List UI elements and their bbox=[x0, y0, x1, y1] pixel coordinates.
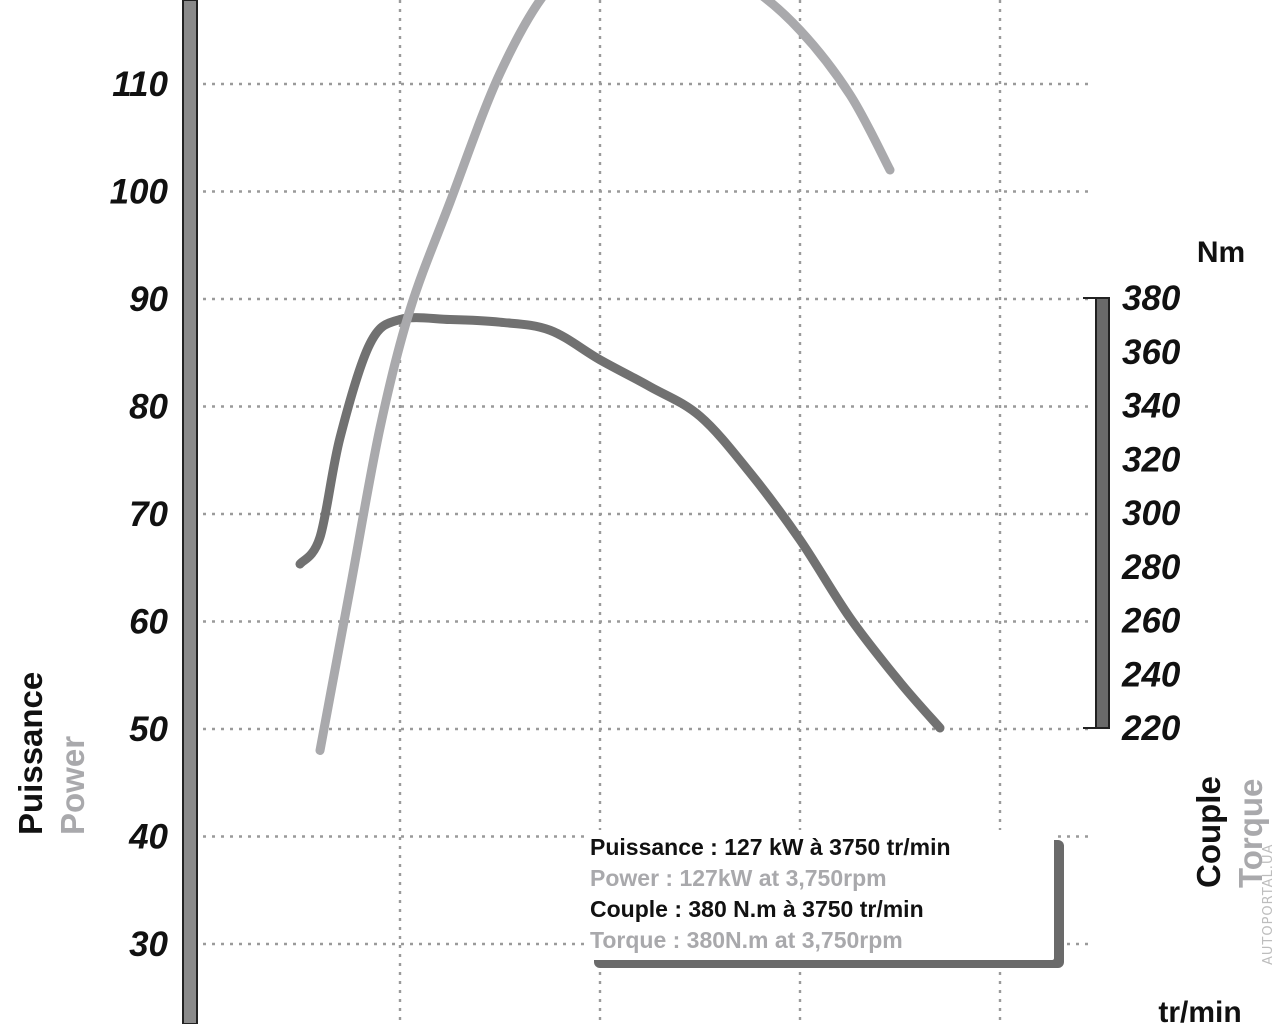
left-tick-label: 110 bbox=[112, 65, 168, 104]
left-tick-label: 30 bbox=[129, 925, 168, 964]
right-axis-title: Couple bbox=[1190, 776, 1227, 888]
torque-curve bbox=[295, 313, 945, 733]
torque-en-label: Torque : 380N.m at 3,750rpm bbox=[590, 927, 903, 953]
right-axis-bar bbox=[1095, 297, 1110, 729]
right-axis: 220 240 260 280 300 320 340 360 380 bbox=[1083, 279, 1181, 748]
x-axis-unit: tr/min bbox=[1158, 996, 1241, 1024]
right-tick-label: 320 bbox=[1122, 440, 1181, 479]
right-axis-unit: Nm bbox=[1197, 236, 1245, 269]
watermark: AUTOPORTAL.UA bbox=[1261, 844, 1276, 965]
right-axis-title-alt: Torque bbox=[1232, 779, 1269, 888]
left-tick-label: 70 bbox=[129, 495, 168, 534]
right-tick-label: 360 bbox=[1122, 333, 1181, 372]
left-axis-bar bbox=[182, 0, 198, 1024]
right-tick-label: 260 bbox=[1121, 602, 1181, 641]
left-tick-label: 100 bbox=[110, 173, 169, 212]
curves bbox=[295, 0, 945, 755]
right-tick-label: 300 bbox=[1122, 494, 1181, 533]
right-tick-label: 240 bbox=[1121, 655, 1181, 694]
left-tick-label: 90 bbox=[129, 280, 168, 319]
left-tick-label: 50 bbox=[129, 710, 168, 749]
power-curve bbox=[315, 0, 895, 755]
torque-fr-label: Couple : 380 N.m à 3750 tr/min bbox=[590, 896, 924, 922]
left-axis-title-alt: Power bbox=[54, 736, 91, 835]
power-fr-label: Puissance : 127 kW à 3750 tr/min bbox=[590, 834, 951, 860]
right-tick-label: 220 bbox=[1121, 709, 1181, 748]
right-tick-label: 380 bbox=[1122, 279, 1181, 318]
power-en-label: Power : 127kW at 3,750rpm bbox=[590, 865, 887, 891]
left-tick-label: 40 bbox=[128, 818, 168, 857]
left-tick-label: 60 bbox=[129, 603, 168, 642]
left-tick-label: 80 bbox=[129, 388, 168, 427]
right-tick-label: 340 bbox=[1122, 387, 1181, 426]
left-axis: 30 40 50 60 70 80 90 100 110 bbox=[110, 0, 198, 1024]
right-tick-label: 280 bbox=[1121, 548, 1181, 587]
info-box: Puissance : 127 kW à 3750 tr/min Power :… bbox=[584, 830, 1054, 960]
left-axis-title: Puissance bbox=[12, 672, 49, 835]
